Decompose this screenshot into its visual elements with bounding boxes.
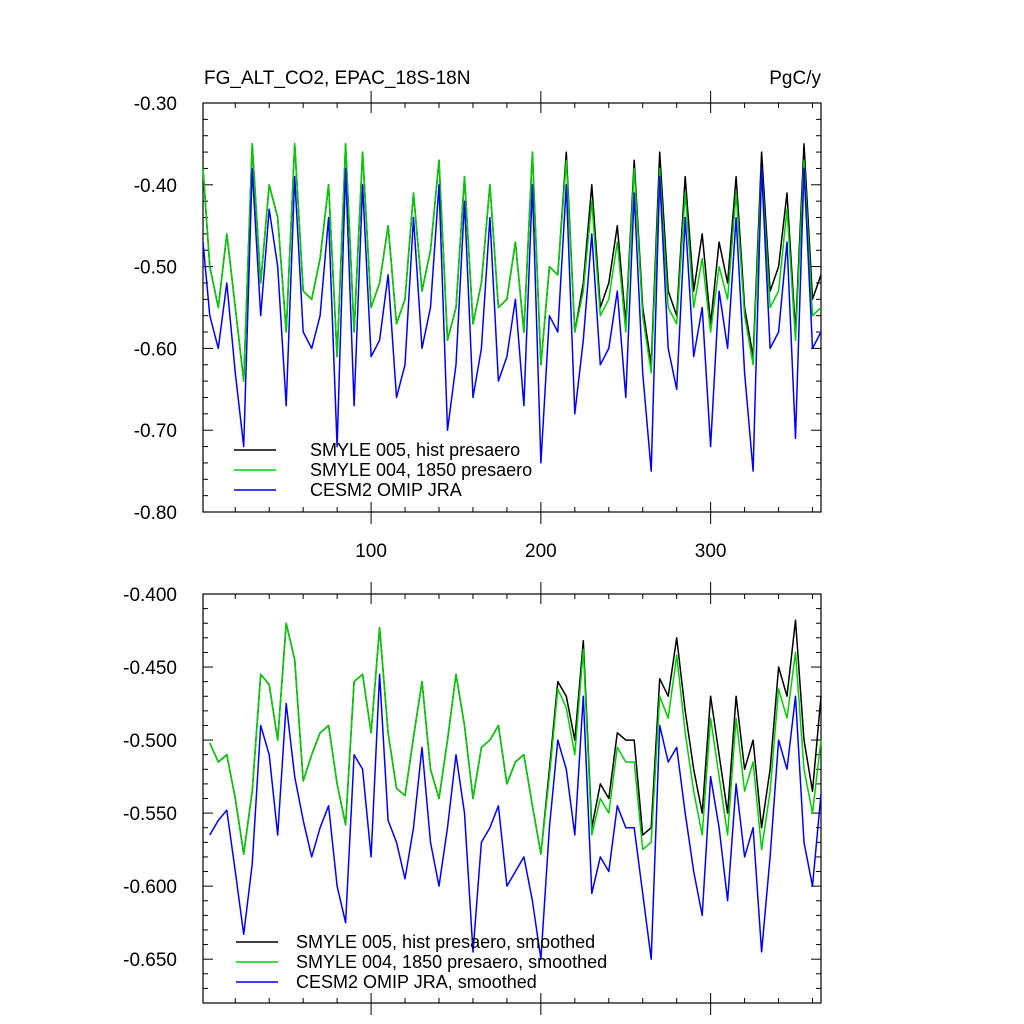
x-tick-label: 200 (525, 541, 557, 562)
y-tick-label: -0.60 (134, 339, 177, 360)
x-tick-label: 300 (695, 541, 727, 562)
units-label: PgC/y (769, 68, 821, 89)
x-tick-label: 100 (355, 541, 387, 562)
legend-label: CESM2 OMIP JRA, smoothed (296, 972, 537, 992)
top-panel: -0.30 -0.40 -0.50 -0.60 -0.70 -0.80 100 200 300 S… (134, 91, 822, 562)
legend-label: SMYLE 004, 1850 presaero, smoothed (296, 952, 607, 972)
y-tick-label: -0.30 (134, 94, 177, 115)
series-line-2 (202, 143, 822, 382)
y-tick-label: -0.600 (123, 877, 177, 898)
bottom-panel: -0.400 -0.450 -0.500 -0.550 -0.600 -0.650 SMYL… (123, 582, 822, 1015)
series-line-3 (209, 673, 822, 960)
y-tick-label: -0.40 (134, 176, 177, 197)
y-tick-label: -0.80 (134, 503, 177, 524)
y-tick-label: -0.650 (123, 950, 177, 971)
y-tick-label: -0.50 (134, 258, 177, 279)
chart-title: FG_ALT_CO2, EPAC_18S-18N (204, 68, 470, 89)
y-tick-label: -0.400 (123, 585, 177, 606)
y-tick-label: -0.500 (123, 731, 177, 752)
legend-label: SMYLE 005, hist presaero, smoothed (296, 932, 595, 952)
y-tick-label: -0.450 (123, 658, 177, 679)
series-line-2 (209, 622, 822, 855)
series-line-3 (202, 167, 822, 472)
legend-label: SMYLE 005, hist presaero (310, 440, 520, 460)
legend-label: CESM2 OMIP JRA (310, 480, 462, 500)
y-tick-label: -0.550 (123, 804, 177, 825)
legend-label: SMYLE 004, 1850 presaero (310, 460, 532, 480)
y-tick-label: -0.70 (134, 421, 177, 442)
